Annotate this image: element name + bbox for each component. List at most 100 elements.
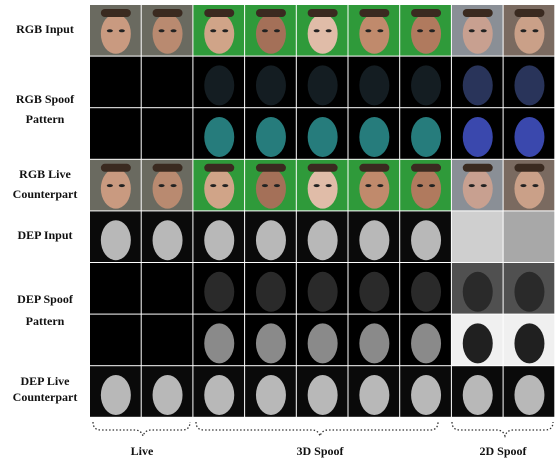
eye [365, 184, 371, 187]
image-cell [504, 211, 555, 262]
eye [314, 184, 320, 187]
face [411, 169, 441, 209]
face [308, 65, 338, 105]
eye [119, 29, 125, 32]
eye [326, 184, 332, 187]
face [514, 117, 544, 157]
hair [359, 164, 389, 172]
image-cell [142, 263, 193, 314]
face [463, 323, 493, 363]
face [256, 14, 286, 54]
face [204, 14, 234, 54]
face [101, 220, 131, 260]
eye [262, 184, 268, 187]
hair [256, 164, 286, 172]
face [308, 272, 338, 312]
eye [222, 184, 228, 187]
hair [411, 164, 441, 172]
hair [308, 9, 338, 17]
hair [153, 164, 183, 172]
hair [463, 9, 493, 17]
eye [469, 29, 475, 32]
image-cell [142, 57, 193, 108]
face [514, 375, 544, 415]
face [411, 323, 441, 363]
eye [107, 29, 113, 32]
eye [417, 29, 423, 32]
face [359, 14, 389, 54]
face [204, 169, 234, 209]
face [463, 117, 493, 157]
face [359, 117, 389, 157]
hair [101, 164, 131, 172]
eye [532, 29, 538, 32]
face [514, 323, 544, 363]
eye [210, 184, 216, 187]
eye [469, 184, 475, 187]
face [256, 65, 286, 105]
eye [377, 184, 383, 187]
image-cell [90, 108, 141, 159]
face [411, 272, 441, 312]
face [204, 220, 234, 260]
face [256, 272, 286, 312]
face [514, 169, 544, 209]
eye [520, 184, 526, 187]
face [411, 375, 441, 415]
eye [365, 29, 371, 32]
face [256, 375, 286, 415]
eye [210, 29, 216, 32]
eye [429, 184, 435, 187]
group-label: Live [131, 444, 154, 458]
face [359, 272, 389, 312]
eye [107, 184, 113, 187]
face [153, 220, 183, 260]
face [153, 169, 183, 209]
face [204, 323, 234, 363]
eye [222, 29, 228, 32]
face [204, 272, 234, 312]
face [153, 375, 183, 415]
face [153, 14, 183, 54]
eye [417, 184, 423, 187]
image-cell [90, 315, 141, 366]
eye [119, 184, 125, 187]
eye [274, 29, 280, 32]
group-label: 3D Spoof [296, 444, 344, 458]
figure: RGB InputRGB SpoofPatternRGB LiveCounter… [0, 0, 558, 464]
face [204, 65, 234, 105]
face [308, 323, 338, 363]
face [204, 375, 234, 415]
eye [171, 29, 177, 32]
face [256, 220, 286, 260]
face [463, 65, 493, 105]
page: {"rows": [ {"lines": ["RGB Input"]}, {"l… [0, 0, 558, 464]
hair [204, 164, 234, 172]
face [411, 65, 441, 105]
face [204, 117, 234, 157]
hair [463, 164, 493, 172]
eye [532, 184, 538, 187]
hair [153, 9, 183, 17]
face [514, 65, 544, 105]
row-label: Counterpart [13, 390, 78, 404]
face [463, 272, 493, 312]
image-cell [90, 57, 141, 108]
row-label: DEP Spoof [17, 292, 74, 306]
face [514, 272, 544, 312]
image-grid [90, 5, 554, 417]
face [308, 14, 338, 54]
image-cell [142, 315, 193, 366]
eye [159, 29, 165, 32]
hair [256, 9, 286, 17]
face [308, 220, 338, 260]
face [514, 14, 544, 54]
face [411, 14, 441, 54]
2d-spoof-brace [452, 422, 553, 436]
row-label: Counterpart [13, 187, 78, 201]
hair [359, 9, 389, 17]
face [256, 169, 286, 209]
face [463, 375, 493, 415]
row-label: RGB Input [16, 22, 74, 36]
eye [262, 29, 268, 32]
